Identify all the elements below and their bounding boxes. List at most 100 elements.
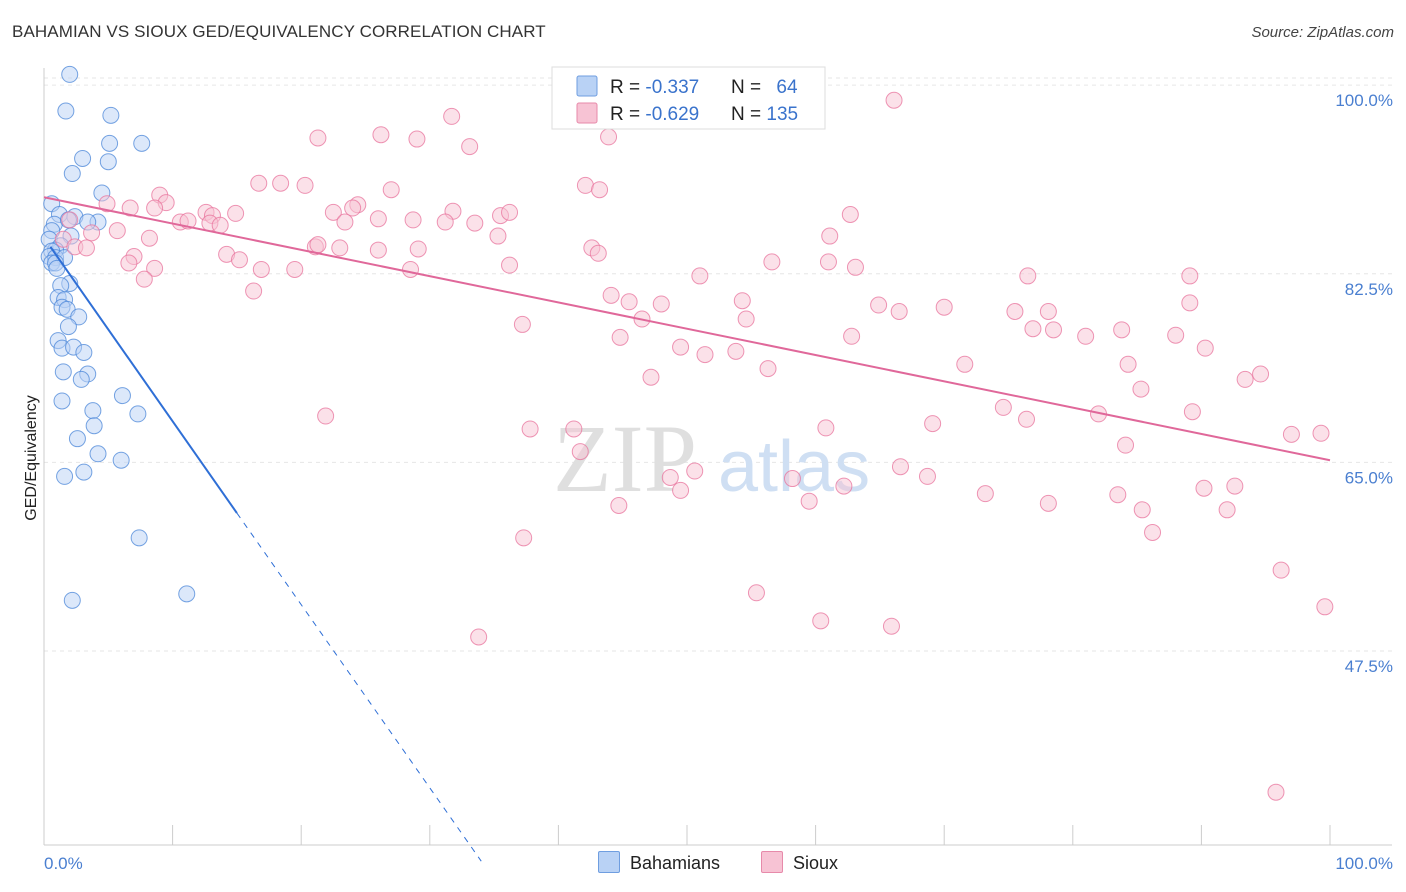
sioux-point-92 [843,327,861,345]
sioux-point-101 [1132,380,1150,398]
sioux-point-59 [286,260,304,278]
sioux-point-81 [737,310,755,328]
sioux-point-83 [1113,321,1131,339]
sioux-point-70 [602,286,620,304]
sioux-point-99 [759,360,777,378]
sioux-point-132 [882,617,900,635]
sioux-point-66 [691,267,709,285]
sioux-point-97 [1236,370,1254,388]
sioux-point-102 [1018,410,1036,428]
sioux-point-94 [956,355,974,373]
sioux-point-52 [369,241,387,259]
sioux-point-53 [402,260,420,278]
sioux-point-133 [470,628,488,646]
sioux-point-121 [835,477,853,495]
sioux-point-124 [1133,501,1151,519]
sioux-point-6 [600,128,618,146]
sioux-point-32 [369,210,387,228]
sioux-point-21 [501,203,519,221]
sioux-point-18 [344,199,362,217]
legend-item-sioux[interactable]: Sioux [761,851,838,874]
bahamians-point-54 [63,591,81,609]
sioux-point-64 [821,227,839,245]
trendline-sioux [43,196,1331,462]
legend-swatch-bahamians-bottom [598,851,620,873]
sioux-point-103 [924,415,942,433]
bahamians-point-1 [57,102,75,120]
bahamians-point-5 [74,149,92,167]
sioux-point-85 [1077,327,1095,345]
sioux-point-112 [891,458,909,476]
series-sioux [54,91,1334,801]
sioux-point-74 [870,296,888,314]
svg-text:N = 135: N = 135 [731,104,798,125]
sioux-point-36 [466,214,484,232]
legend-r-label-2: R = [610,104,645,125]
sioux-point-111 [976,485,994,503]
sioux-point-78 [1181,294,1199,312]
sioux-point-86 [1167,326,1185,344]
sioux-point-1 [443,107,461,125]
sioux-point-27 [227,204,245,222]
bahamians-point-45 [84,402,102,420]
legend-swatch-sioux [576,102,598,124]
bahamians-point-39 [75,343,93,361]
legend-n-value-1: 64 [776,77,798,98]
y-tick-labels: 47.5% 65.0% 82.5% 100.0% [1335,91,1393,676]
legend-item-bahamians[interactable]: Bahamians [598,851,720,874]
y-tick-2: 82.5% [1345,280,1393,299]
legend-swatch-sioux-bottom [761,851,783,873]
bahamians-point-50 [112,451,130,469]
sioux-point-118 [610,497,628,514]
sioux-point-135 [1316,598,1334,616]
sioux-point-50 [230,251,248,269]
sioux-point-88 [611,328,629,346]
sioux-point-47 [589,244,607,262]
source-label: Source: ZipAtlas.com [1251,24,1394,41]
stats-legend: R = -0.337 N = 64 R = -0.629 N = 135 [551,66,826,130]
sioux-point-137 [1117,436,1135,454]
sioux-point-69 [245,282,263,300]
sioux-point-0 [885,91,903,109]
sioux-point-122 [1039,494,1057,512]
sioux-point-3 [309,129,327,147]
sioux-point-117 [571,443,589,461]
legend-r-value-2: -0.629 [645,104,699,125]
sioux-point-106 [521,420,539,438]
sioux-point-68 [135,270,153,288]
sioux-point-104 [1183,403,1201,421]
bahamians-point-40 [54,363,72,381]
sioux-point-71 [620,293,638,311]
sioux-point-119 [783,470,801,488]
sioux-point-125 [1195,479,1213,497]
bahamians-point-51 [75,463,93,481]
bahamians-point-47 [85,417,103,435]
sioux-point-108 [1312,424,1330,442]
bahamians-point-2 [102,106,120,124]
watermark-atlas: atlas [718,427,870,507]
sioux-point-23 [841,206,859,223]
sioux-point-82 [1024,320,1042,338]
sioux-point-110 [565,420,583,438]
trendlines [43,196,1331,862]
svg-text:R = -0.629: R = -0.629 [610,104,699,125]
sioux-point-134 [1272,561,1290,579]
sioux-point-8 [272,174,290,192]
sioux-point-31 [211,216,229,234]
sioux-point-130 [747,584,765,602]
sioux-point-37 [61,211,79,229]
sioux-point-128 [1144,523,1162,541]
sioux-point-98 [642,368,660,386]
sioux-point-96 [1252,365,1270,383]
sioux-point-90 [727,342,745,360]
sioux-point-15 [591,181,609,199]
bahamians-point-49 [89,445,107,463]
sioux-point-129 [515,529,533,547]
sioux-point-100 [994,398,1012,416]
legend-swatch-bahamians [576,75,598,97]
sioux-point-9 [296,176,314,194]
sioux-point-107 [817,419,835,437]
sioux-point-60 [501,256,519,274]
sioux-point-51 [309,236,327,254]
sioux-point-63 [846,258,864,276]
